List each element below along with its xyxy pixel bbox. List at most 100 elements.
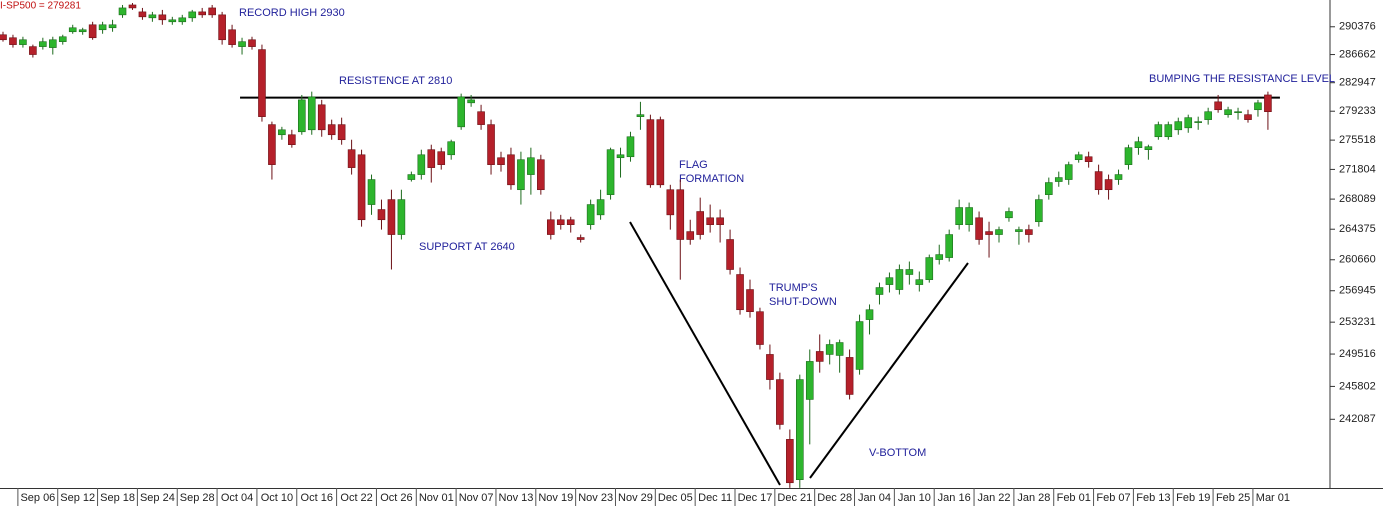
candle-body	[507, 154, 515, 186]
candle-body	[19, 39, 27, 45]
candle-body	[756, 311, 764, 345]
candle-body	[288, 134, 296, 145]
candle-body	[467, 99, 475, 104]
candle-body	[487, 124, 495, 165]
candle-body	[1194, 121, 1202, 123]
annotation: BUMPING THE RESISTANCE LEVEL	[1149, 73, 1335, 85]
candle-body	[995, 229, 1003, 235]
candle-body	[437, 151, 446, 165]
candle-body	[88, 24, 97, 39]
candle-body	[965, 207, 973, 225]
x-tick-label: Jan 22	[978, 492, 1011, 504]
candle-body	[706, 217, 714, 225]
candle-body	[905, 269, 914, 275]
candle-body	[825, 344, 834, 355]
candle-body	[686, 231, 695, 240]
candle-body	[1054, 177, 1063, 182]
candle-body	[158, 14, 167, 21]
candle-body	[1144, 146, 1153, 150]
candle-body	[1184, 117, 1193, 129]
x-tick-label: Dec 17	[738, 492, 773, 504]
y-tick-label: 260660	[1339, 254, 1376, 266]
candle-body	[427, 149, 436, 168]
annotation: V-BOTTOM	[869, 447, 926, 459]
v-trend-line	[809, 262, 969, 479]
candle-body	[915, 279, 924, 285]
candle-body	[1035, 199, 1043, 223]
x-tick-label: Dec 21	[777, 492, 812, 504]
candle-body	[527, 157, 535, 175]
chart-title: I-SP500 = 279281	[0, 1, 81, 12]
x-tick-label: Jan 04	[858, 492, 891, 504]
candle-body	[1084, 156, 1093, 162]
candle-body	[885, 277, 894, 285]
candle-body	[307, 96, 316, 131]
candle-body	[1164, 124, 1173, 138]
candle-body	[108, 24, 117, 29]
x-tick-label: Sep 18	[100, 492, 135, 504]
candle-body	[766, 354, 774, 380]
candle-body	[1234, 111, 1242, 114]
candle-body	[0, 34, 7, 41]
candle-body	[895, 269, 904, 290]
candle-body	[875, 287, 884, 295]
candle-body	[1114, 174, 1123, 180]
candle-body	[815, 351, 824, 362]
candle-body	[377, 209, 386, 221]
candle-body	[278, 129, 286, 136]
candle-body	[716, 217, 724, 225]
candle-body	[666, 189, 675, 216]
candle-body	[576, 237, 585, 240]
candle-body	[1254, 102, 1262, 111]
candle-body	[1154, 124, 1163, 138]
annotation: RECORD HIGH 2930	[239, 7, 345, 19]
candle-body	[1045, 182, 1053, 195]
candle-body	[78, 29, 87, 33]
candle-body	[537, 159, 545, 191]
candle-body	[178, 17, 187, 23]
x-tick-label: Nov 23	[578, 492, 613, 504]
candle-body	[357, 154, 366, 221]
candle-body	[29, 46, 37, 55]
candle-body	[845, 357, 854, 395]
candle-body	[48, 39, 57, 48]
candle-body	[407, 174, 416, 180]
candle-body	[805, 361, 814, 400]
candle-body	[39, 41, 47, 47]
candle-body	[317, 104, 326, 131]
candle-body	[596, 199, 605, 216]
candle-body	[795, 379, 804, 480]
y-tick-label: 275518	[1339, 134, 1376, 146]
y-tick-label: 279233	[1339, 105, 1376, 117]
candle-body	[1244, 114, 1252, 120]
candle-body	[676, 189, 685, 240]
annotation: FORMATION	[679, 173, 744, 185]
x-tick-label: Feb 13	[1136, 492, 1170, 504]
candle-body	[626, 136, 635, 158]
candle-body	[945, 234, 954, 258]
candle-body	[1015, 229, 1023, 232]
annotation: TRUMP'S	[769, 282, 818, 294]
candle-body	[865, 309, 874, 320]
candle-body	[1025, 229, 1033, 235]
candle-body	[1214, 101, 1222, 111]
candle-body	[606, 149, 615, 195]
candle-body	[208, 7, 216, 16]
y-tick-label: 271804	[1339, 163, 1376, 175]
candle-body	[457, 96, 465, 128]
candle-body	[258, 49, 266, 117]
x-tick-label: Oct 10	[261, 492, 293, 504]
candle-body	[238, 41, 246, 47]
x-tick-label: Mar 01	[1256, 492, 1290, 504]
candle-body	[1094, 171, 1103, 191]
candle-body	[138, 11, 147, 18]
y-tick-label: 256945	[1339, 285, 1376, 297]
candle-body	[1264, 94, 1272, 113]
candle-body	[546, 219, 555, 235]
x-tick-label: Nov 13	[499, 492, 534, 504]
annotation: FLAG	[679, 159, 708, 171]
x-tick-label: Nov 07	[459, 492, 494, 504]
